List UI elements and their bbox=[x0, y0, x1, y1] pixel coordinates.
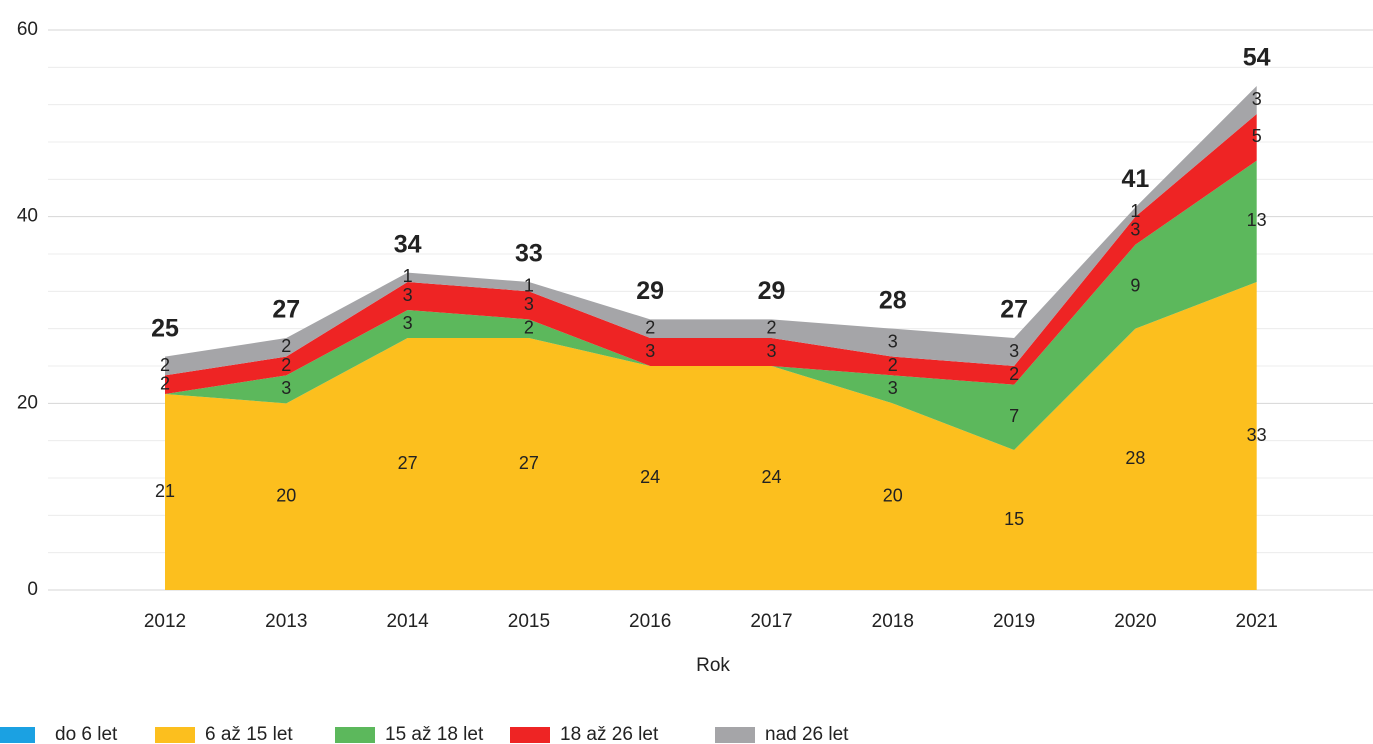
legend-swatch bbox=[510, 727, 550, 743]
data-label: 9 bbox=[1130, 275, 1140, 295]
y-tick-label: 20 bbox=[17, 392, 38, 413]
x-axis-label: Rok bbox=[696, 655, 730, 676]
legend-label: 6 až 15 let bbox=[205, 724, 293, 744]
data-label: 3 bbox=[645, 341, 655, 361]
data-label: 3 bbox=[1130, 219, 1140, 239]
data-label: 7 bbox=[1009, 406, 1019, 426]
data-label: 15 bbox=[1004, 509, 1024, 529]
data-label: 20 bbox=[883, 485, 903, 505]
data-label: 2 bbox=[281, 336, 291, 356]
area bbox=[165, 86, 1257, 376]
data-label: 3 bbox=[1009, 341, 1019, 361]
area bbox=[165, 282, 1257, 590]
total-label: 29 bbox=[636, 277, 664, 305]
data-label: 1 bbox=[403, 266, 413, 286]
total-label: 25 bbox=[151, 314, 179, 342]
y-tick-label: 0 bbox=[27, 579, 38, 600]
total-label: 34 bbox=[394, 230, 422, 258]
total-label: 33 bbox=[515, 240, 543, 268]
data-label: 3 bbox=[403, 285, 413, 305]
data-label: 3 bbox=[766, 341, 776, 361]
data-label: 2 bbox=[888, 355, 898, 375]
x-tick-label: 2021 bbox=[1236, 611, 1278, 632]
data-label: 3 bbox=[1252, 89, 1262, 109]
data-label: 2 bbox=[281, 355, 291, 375]
legend-label: 18 až 26 let bbox=[560, 724, 659, 744]
x-tick-label: 2016 bbox=[629, 611, 671, 632]
total-label: 27 bbox=[1000, 296, 1028, 324]
data-label: 2 bbox=[160, 355, 170, 375]
data-label: 3 bbox=[281, 378, 291, 398]
total-label: 29 bbox=[758, 277, 786, 305]
data-label: 2 bbox=[160, 373, 170, 393]
data-label: 3 bbox=[888, 378, 898, 398]
data-label: 3 bbox=[524, 294, 534, 314]
data-label: 27 bbox=[519, 453, 539, 473]
legend-swatch bbox=[715, 727, 755, 743]
data-label: 2 bbox=[645, 317, 655, 337]
data-label: 1 bbox=[524, 275, 534, 295]
data-label: 3 bbox=[403, 313, 413, 333]
x-tick-label: 2017 bbox=[750, 611, 792, 632]
data-label: 21 bbox=[155, 481, 175, 501]
data-label: 33 bbox=[1247, 425, 1267, 445]
legend-swatch bbox=[335, 727, 375, 743]
legend-swatch bbox=[0, 727, 35, 743]
data-label: 3 bbox=[888, 331, 898, 351]
legend-swatch bbox=[155, 727, 195, 743]
data-label: 1 bbox=[1130, 201, 1140, 221]
total-label: 27 bbox=[272, 296, 300, 324]
legend-label: do 6 let bbox=[55, 724, 118, 744]
total-label: 41 bbox=[1121, 165, 1149, 193]
x-tick-label: 2012 bbox=[144, 611, 186, 632]
data-label: 28 bbox=[1125, 448, 1145, 468]
x-tick-label: 2013 bbox=[265, 611, 307, 632]
data-label: 24 bbox=[640, 467, 660, 487]
y-tick-label: 60 bbox=[17, 19, 38, 40]
data-label: 2 bbox=[766, 317, 776, 337]
data-label: 20 bbox=[276, 485, 296, 505]
legend-label: 15 až 18 let bbox=[385, 724, 484, 744]
data-label: 5 bbox=[1252, 126, 1262, 146]
x-tick-label: 2015 bbox=[508, 611, 550, 632]
x-tick-label: 2019 bbox=[993, 611, 1035, 632]
legend-label: nad 26 let bbox=[765, 724, 849, 744]
data-label: 24 bbox=[761, 467, 781, 487]
data-label: 2 bbox=[524, 317, 534, 337]
data-label: 2 bbox=[1009, 364, 1019, 384]
data-label: 13 bbox=[1247, 210, 1267, 230]
total-label: 54 bbox=[1243, 44, 1271, 72]
x-tick-label: 2020 bbox=[1114, 611, 1156, 632]
x-tick-label: 2018 bbox=[872, 611, 914, 632]
y-tick-label: 40 bbox=[17, 206, 38, 227]
data-label: 27 bbox=[398, 453, 418, 473]
x-tick-label: 2014 bbox=[386, 611, 429, 632]
total-label: 28 bbox=[879, 286, 907, 314]
